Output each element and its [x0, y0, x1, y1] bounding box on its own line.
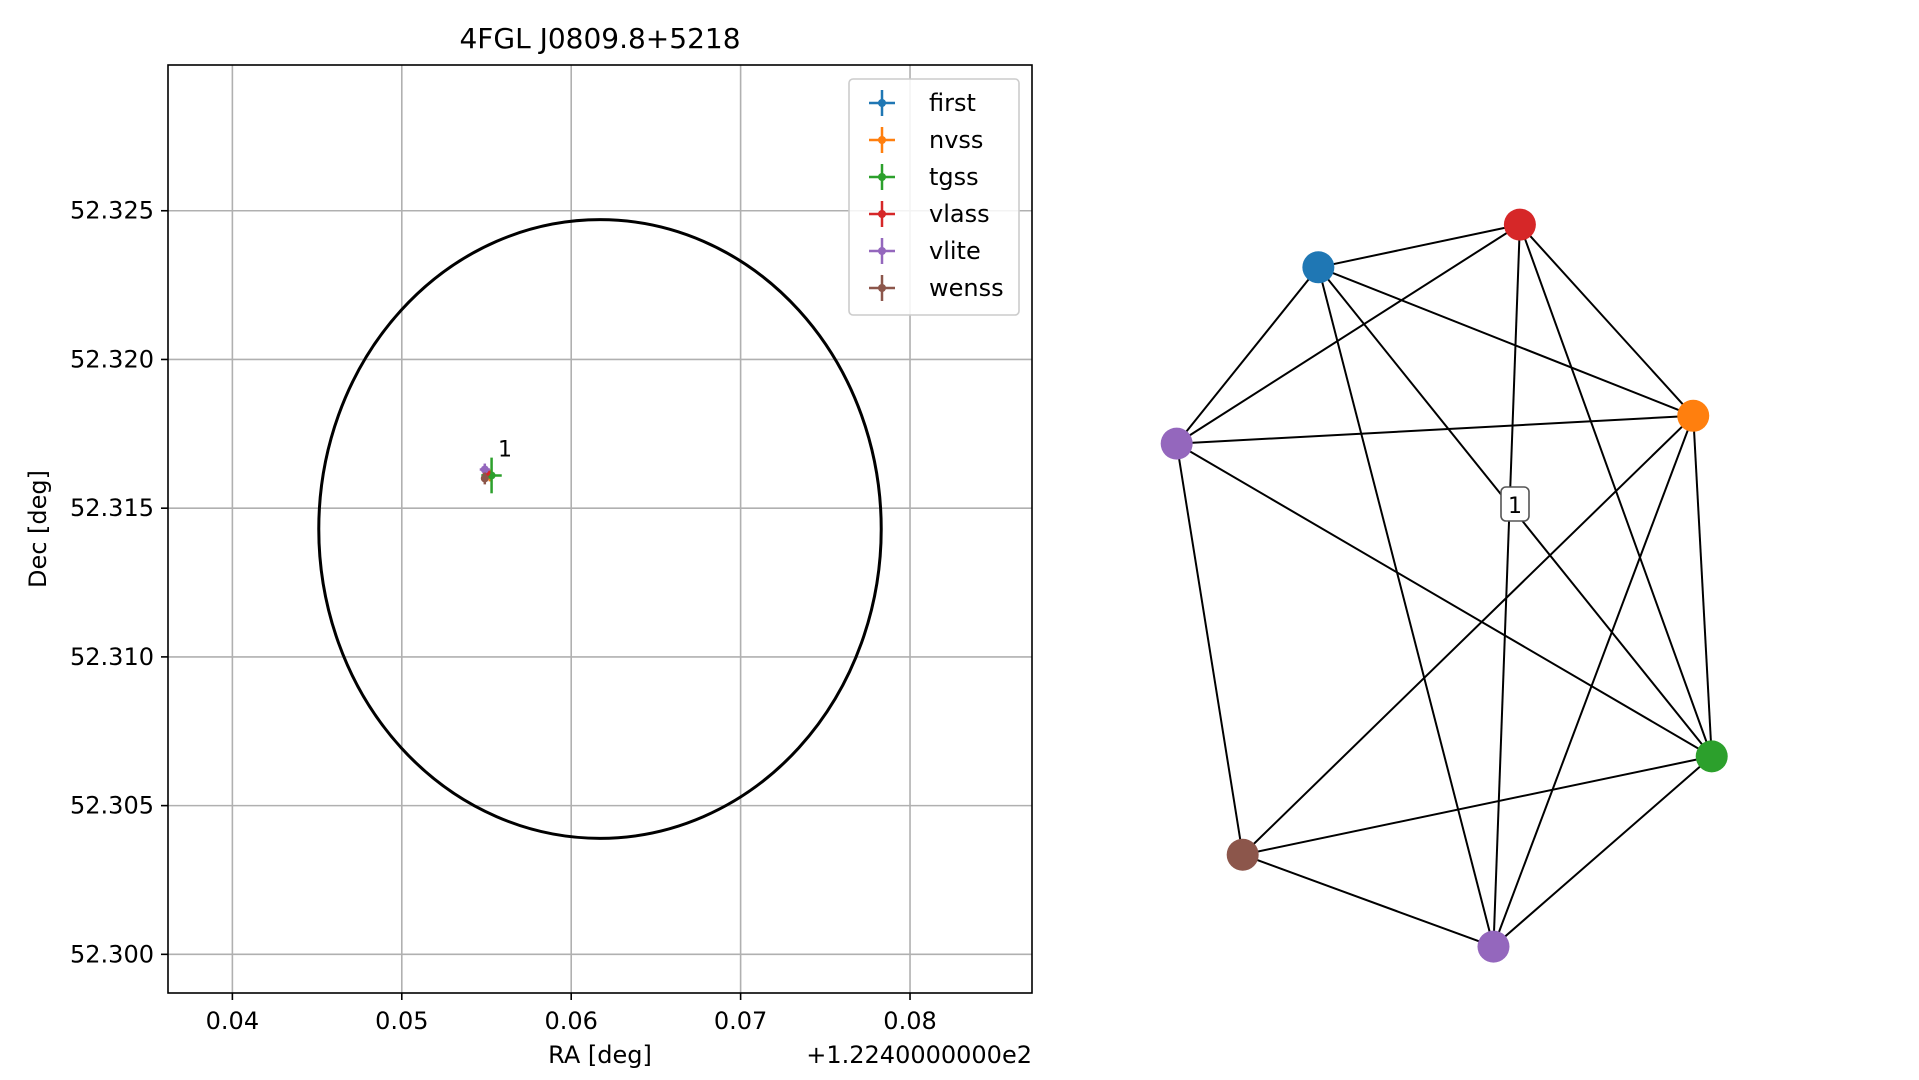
scatter-yticks: 52.300 52.305 52.310 52.315 52.320 52.325	[70, 197, 168, 968]
node-vlite	[1160, 427, 1193, 460]
x-tick-label: 0.05	[375, 1007, 428, 1035]
scatter-ylabel: Dec [deg]	[24, 470, 52, 588]
legend-swatch-marker	[878, 210, 886, 218]
x-tick-label: 0.06	[544, 1007, 597, 1035]
scatter-panel: 4FGL J0809.8+5218 1 0.04 0.05 0.06 0.07 0.08…	[24, 22, 1033, 1069]
network-panel: 1	[1160, 208, 1728, 963]
node-vlass	[1503, 208, 1536, 241]
scatter-ellipse	[317, 218, 883, 840]
point-vlite	[479, 463, 490, 476]
point-annotation: 1	[498, 438, 512, 463]
edge-nvss-vlite	[1176, 414, 1694, 445]
scatter-xticks: 0.04 0.05 0.06 0.07 0.08	[206, 993, 937, 1035]
edge-first-vlass	[1318, 223, 1521, 269]
x-tick-label: 0.07	[714, 1007, 767, 1035]
network-label: 1	[1500, 486, 1530, 522]
node-nvss	[1677, 399, 1710, 432]
edge-nvss-vlite_2	[1492, 415, 1695, 947]
edge-first-vlite	[1175, 266, 1320, 445]
edge-vlass-vlite	[1176, 223, 1521, 445]
scatter-xlabel: RA [deg]	[548, 1041, 652, 1069]
y-tick-label: 52.325	[70, 197, 154, 225]
legend-label: vlass	[929, 200, 990, 228]
legend-label: vlite	[929, 237, 981, 265]
x-tick-label: 0.04	[206, 1007, 259, 1035]
legend-entry-vlite: vlite	[869, 237, 981, 265]
node-wenss	[1226, 838, 1259, 871]
node-first	[1302, 251, 1335, 284]
y-tick-label: 52.310	[70, 643, 154, 671]
node-tgss	[1695, 740, 1728, 773]
legend-entry-wenss: wenss	[869, 274, 1004, 302]
marker-wenss	[480, 474, 489, 483]
scatter-x-offset-label: +1.2240000000e2	[806, 1041, 1032, 1069]
scatter-legend: first nvss tgss vlass vlite wenss	[848, 78, 1020, 316]
edge-first-vlite_2	[1317, 267, 1495, 947]
y-tick-label: 52.320	[70, 345, 154, 373]
y-tick-label: 52.300	[70, 940, 154, 968]
marker-vlite	[480, 465, 489, 474]
legend-entry-first: first	[869, 89, 976, 117]
network-label-box	[1500, 486, 1530, 522]
edge-nvss-tgss	[1692, 415, 1713, 757]
edge-tgss-wenss	[1242, 755, 1712, 856]
legend-box	[848, 78, 1020, 316]
legend-label: nvss	[929, 126, 983, 154]
localization-ellipse	[317, 218, 883, 840]
legend-swatch-marker	[878, 247, 886, 255]
legend-entry-vlass: vlass	[869, 200, 990, 228]
scatter-axes-frame	[167, 64, 1033, 994]
edge-first-nvss	[1317, 266, 1694, 417]
scatter-points	[479, 457, 502, 494]
legend-entry-tgss: tgss	[869, 163, 979, 191]
network-edges	[1175, 223, 1713, 948]
legend-swatch-marker	[878, 99, 886, 107]
edge-wenss-vlite_2	[1242, 853, 1494, 948]
edge-nvss-wenss	[1241, 415, 1694, 856]
legend-swatch-marker	[878, 284, 886, 292]
network-nodes	[1160, 208, 1728, 963]
edge-vlite-tgss	[1176, 442, 1713, 758]
node-vlite_2	[1477, 930, 1510, 963]
x-tick-label: 0.08	[883, 1007, 936, 1035]
scatter-title: 4FGL J0809.8+5218	[459, 22, 740, 55]
network-label-text: 1	[1508, 494, 1522, 519]
point-wenss	[480, 472, 489, 485]
scatter-annotations: 1	[498, 438, 512, 463]
legend-label: tgss	[929, 163, 979, 191]
y-tick-label: 52.315	[70, 494, 154, 522]
legend-entry-nvss: nvss	[869, 126, 983, 154]
legend-label: first	[929, 89, 976, 117]
edge-vlite-wenss	[1175, 443, 1244, 855]
edge-vlass-nvss	[1519, 223, 1694, 417]
legend-label: wenss	[929, 274, 1004, 302]
legend-swatch-marker	[878, 173, 886, 181]
legend-swatch-marker	[878, 136, 886, 144]
edge-vlass-vlite_2	[1492, 224, 1521, 947]
y-tick-label: 52.305	[70, 792, 154, 820]
edge-tgss-vlite_2	[1492, 755, 1713, 948]
